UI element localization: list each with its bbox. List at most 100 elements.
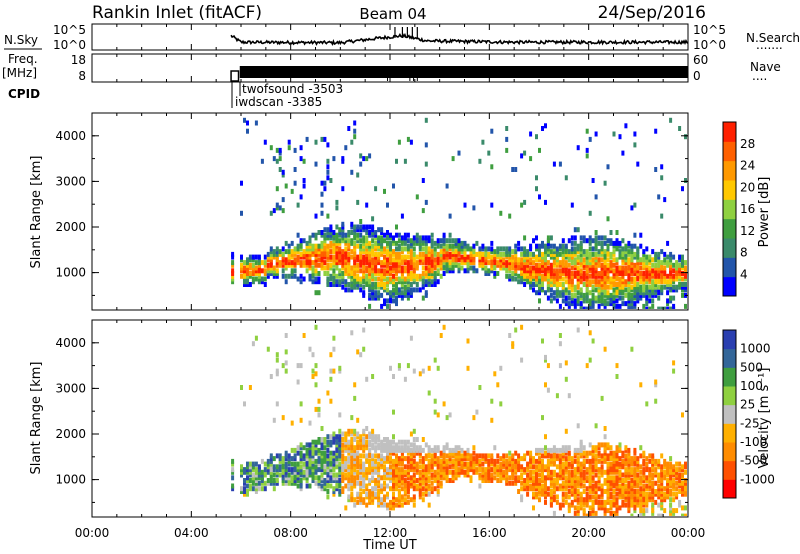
power-cell: [532, 271, 535, 276]
velocity-cell: [511, 343, 515, 349]
velocity-cell: [290, 447, 294, 453]
power-cell: [457, 240, 461, 246]
velocity-cell: [642, 491, 646, 497]
velocity-cell: [627, 505, 631, 511]
power-cell: [392, 235, 395, 241]
power-cell: [567, 271, 571, 276]
power-cell: [645, 254, 649, 260]
power-cell: [350, 271, 354, 276]
velocity-cell: [615, 445, 619, 451]
velocity-cell: [627, 447, 631, 453]
power-cell: [368, 224, 372, 230]
power-cell: [505, 273, 509, 279]
nsearch-marker: .......: [756, 38, 783, 52]
power-cell: [549, 282, 553, 287]
power-cell: [567, 257, 571, 263]
power-cell: [511, 260, 515, 266]
power-cell: [317, 262, 321, 268]
power-cell: [561, 282, 565, 287]
power-cell: [576, 279, 580, 285]
velocity-cell: [350, 330, 354, 336]
velocity-cell: [269, 475, 273, 481]
velocity-cell: [290, 467, 294, 473]
velocity-cell: [317, 461, 321, 467]
velocity-cell: [406, 486, 410, 492]
power-cell: [570, 260, 574, 266]
velocity-cell: [287, 480, 291, 486]
power-cell: [541, 265, 544, 271]
velocity-cell: [466, 467, 470, 473]
power-cell: [272, 156, 276, 162]
power-cell: [600, 246, 604, 252]
velocity-cell: [567, 464, 571, 470]
power-cell: [451, 249, 455, 255]
power-cell: [395, 276, 398, 282]
velocity-cell: [377, 472, 381, 478]
power-cell: [359, 249, 363, 255]
velocity-cell: [347, 445, 351, 451]
velocity-cell: [281, 464, 285, 470]
velocity-cell: [457, 461, 461, 467]
power-cell: [463, 240, 467, 246]
power-cell: [314, 268, 318, 274]
power-cell: [269, 246, 273, 252]
velocity-cell: [445, 453, 449, 459]
power-cell: [356, 279, 360, 285]
velocity-cell: [436, 491, 440, 497]
velocity-cell: [389, 475, 392, 481]
velocity-cell: [320, 453, 324, 459]
power-cell: [359, 238, 363, 244]
power-cell: [672, 303, 676, 309]
power-cell: [612, 249, 616, 255]
velocity-cell: [341, 445, 345, 451]
power-cell: [672, 279, 676, 285]
velocity-cell: [341, 453, 345, 459]
velocity-cell: [412, 445, 416, 451]
velocity-cell: [570, 469, 574, 475]
power-cell: [651, 249, 655, 255]
power-cell: [439, 249, 443, 255]
velocity-cell: [293, 464, 297, 470]
velocity-cell: [630, 489, 634, 494]
power-cell: [433, 265, 437, 271]
velocity-cell: [508, 467, 512, 473]
power-cell: [326, 164, 330, 170]
velocity-cell: [409, 475, 413, 481]
power-cell: [302, 276, 306, 282]
velocity-cell: [332, 453, 336, 459]
velocity-cell: [475, 409, 479, 415]
power-cell: [666, 284, 670, 290]
velocity-cell: [424, 489, 428, 494]
velocity-cell: [633, 461, 637, 467]
velocity-cell: [448, 453, 452, 459]
power-cell: [448, 232, 452, 238]
power-cell: [424, 238, 428, 244]
power-cell: [538, 262, 541, 268]
velocity-cell: [451, 464, 455, 470]
velocity-cell: [541, 491, 544, 497]
velocity-cell: [243, 486, 246, 492]
power-cell: [636, 282, 640, 287]
power-cell: [594, 257, 598, 263]
velocity-cell: [305, 478, 309, 483]
velocity-cell: [368, 450, 372, 456]
velocity-cell: [347, 469, 351, 475]
power-cell: [305, 243, 309, 249]
velocity-cell: [362, 464, 366, 470]
power-cell: [496, 246, 500, 252]
velocity-cell: [511, 467, 515, 473]
power-cell: [463, 260, 467, 266]
power-cell: [347, 251, 351, 257]
velocity-cell: [448, 464, 452, 470]
power-cell: [514, 167, 518, 172]
power-cell: [636, 268, 640, 274]
power-cell: [618, 282, 622, 287]
power-cell: [275, 254, 279, 260]
power-cell: [445, 254, 449, 260]
power-cell: [409, 238, 413, 244]
velocity-cell: [472, 461, 476, 467]
velocity-cell: [400, 467, 404, 473]
velocity-cell: [511, 464, 515, 470]
velocity-cell: [332, 464, 336, 470]
power-cell: [564, 290, 568, 296]
